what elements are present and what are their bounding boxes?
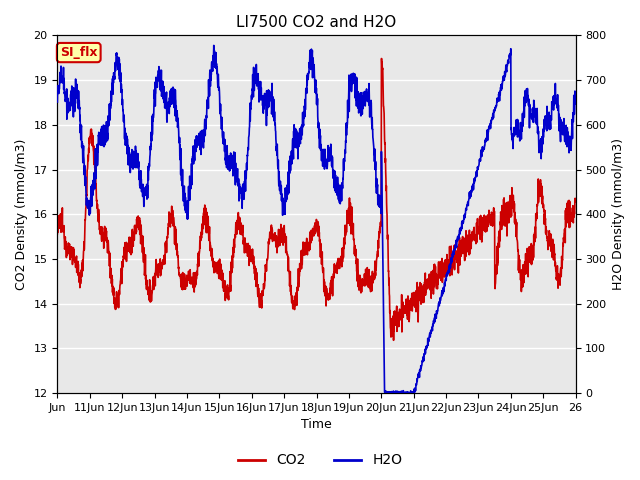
Title: LI7500 CO2 and H2O: LI7500 CO2 and H2O [236, 15, 397, 30]
Text: SI_flx: SI_flx [60, 46, 97, 59]
Legend: CO2, H2O: CO2, H2O [232, 448, 408, 473]
X-axis label: Time: Time [301, 419, 332, 432]
Y-axis label: CO2 Density (mmol/m3): CO2 Density (mmol/m3) [15, 139, 28, 290]
Y-axis label: H2O Density (mmol/m3): H2O Density (mmol/m3) [612, 138, 625, 290]
